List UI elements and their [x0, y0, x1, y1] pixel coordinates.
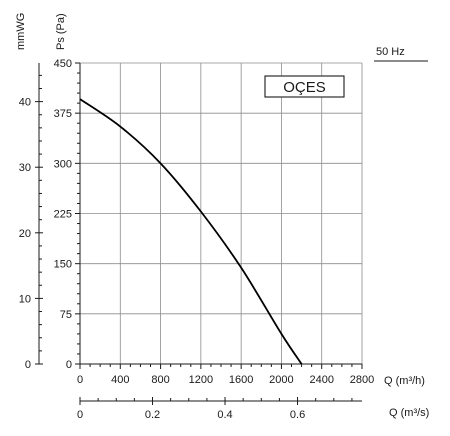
x-tick-label: 0	[77, 374, 83, 386]
x-axis-title-m3s: Q (m³/s)	[389, 407, 429, 419]
x2-tick-label: 0.4	[217, 409, 232, 421]
y-axis-title-mmwg: mmWG	[15, 13, 27, 50]
y2-tick-label: 20	[19, 228, 31, 240]
grid	[79, 62, 363, 365]
x-tick-label: 400	[111, 374, 129, 386]
x2-tick-label: 0	[77, 409, 83, 421]
brand-box	[264, 75, 345, 98]
fan-performance-curve	[79, 98, 303, 365]
y2-tick-label: 40	[19, 97, 31, 109]
x-tick-label: 2800	[350, 374, 374, 386]
x2-tick-label: 0.2	[145, 409, 160, 421]
y-tick-label: 75	[60, 309, 72, 321]
y-axis-title-pa: Ps (Pa)	[55, 13, 67, 50]
x-axis-title-m3h: Q (m³/h)	[384, 375, 425, 387]
y2-tick-label: 10	[19, 293, 31, 305]
y2-tick-label: 0	[25, 359, 31, 371]
x-tick-label: 2400	[309, 374, 333, 386]
y-tick-label: 0	[66, 359, 72, 371]
x2-tick-label: 0.6	[290, 409, 305, 421]
x-tick-label: 1600	[229, 374, 253, 386]
y2-tick-label: 30	[19, 162, 31, 174]
x-tick-label: 1200	[189, 374, 213, 386]
y-tick-label: 225	[54, 209, 72, 221]
frequency-label: 50 Hz	[376, 46, 405, 58]
y-tick-label: 300	[54, 158, 72, 170]
brand-label: OÇES	[283, 79, 326, 96]
x-tick-label: 800	[151, 374, 169, 386]
x-tick-label: 2000	[269, 374, 293, 386]
y-tick-label: 450	[54, 58, 72, 70]
curve-layer	[79, 98, 303, 365]
y-tick-label: 150	[54, 259, 72, 271]
y-tick-label: 375	[54, 108, 72, 120]
